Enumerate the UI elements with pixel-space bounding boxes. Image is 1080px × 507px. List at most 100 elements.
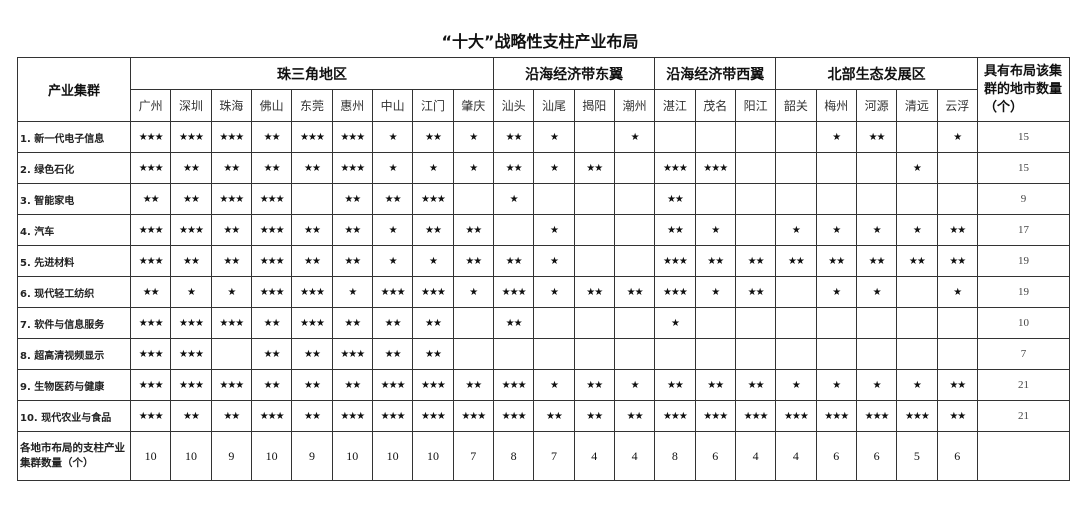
total-count: 10	[412, 431, 454, 481]
star-rating-cell: ★★	[492, 152, 535, 184]
star-rating-cell: ★★	[291, 369, 333, 401]
total-count: 9	[210, 431, 252, 481]
star-rating-cell: ★★★	[129, 338, 172, 370]
city-count: 21	[977, 400, 1070, 432]
star-rating-cell: ★★★	[412, 276, 454, 308]
star-rating-cell	[573, 338, 615, 370]
total-count: 10	[250, 431, 293, 481]
star-rating-cell	[896, 121, 938, 153]
star-rating-cell: ★★	[250, 307, 293, 339]
star-rating-cell	[613, 152, 656, 184]
star-rating-cell: ★★★	[654, 245, 696, 277]
cluster-name: 5. 先进材料	[17, 245, 131, 277]
star-rating-cell: ★★	[452, 369, 494, 401]
total-count: 4	[613, 431, 656, 481]
table-row: 2. 绿色石化 ★★★ ★★ ★★ ★★ ★★ ★★★ ★ ★ ★ ★★ ★ ★★ ★★★ ★★★ ★ 15	[17, 152, 1070, 184]
city-header: 佛山	[250, 89, 293, 122]
star-rating-cell	[452, 307, 494, 339]
star-rating-cell: ★★★	[170, 307, 212, 339]
star-rating-cell: ★★★	[170, 121, 212, 153]
star-rating-cell: ★★	[210, 214, 252, 246]
total-count: 4	[573, 431, 615, 481]
star-rating-cell: ★★★	[291, 121, 333, 153]
star-rating-cell: ★	[896, 369, 938, 401]
star-rating-cell	[855, 152, 898, 184]
total-count: 6	[694, 431, 736, 481]
star-rating-cell: ★★★	[170, 214, 212, 246]
star-rating-cell	[492, 338, 535, 370]
star-rating-cell	[613, 307, 656, 339]
star-rating-cell	[896, 276, 938, 308]
city-count: 21	[977, 369, 1070, 401]
star-rating-cell: ★★★	[331, 400, 373, 432]
star-rating-cell: ★★	[129, 183, 172, 215]
table-row: 5. 先进材料 ★★★ ★★ ★★ ★★★ ★★ ★★ ★ ★ ★★ ★★ ★ ★★★ ★★ ★★ ★★ ★★ ★…	[17, 245, 1070, 277]
star-rating-cell: ★★	[331, 183, 373, 215]
star-rating-cell: ★	[654, 307, 696, 339]
star-rating-cell	[613, 183, 656, 215]
star-rating-cell: ★★★	[291, 276, 333, 308]
star-rating-cell: ★★★	[250, 214, 293, 246]
star-rating-cell	[815, 183, 857, 215]
star-rating-cell: ★★★	[129, 121, 172, 153]
star-rating-cell: ★	[815, 276, 857, 308]
star-rating-cell: ★★	[734, 276, 777, 308]
star-rating-cell	[734, 338, 777, 370]
star-rating-cell: ★★★	[250, 183, 293, 215]
star-rating-cell: ★★★	[250, 245, 293, 277]
star-rating-cell: ★★	[936, 245, 979, 277]
city-header-row: 广州 深圳 珠海 佛山 东莞 惠州 中山 江门 肇庆 汕头 汕尾 揭阳 潮州 湛江 茂名 阳江 韶关 梅州 河源 清远…	[18, 89, 1070, 122]
city-count: 17	[977, 214, 1070, 246]
total-count: 8	[492, 431, 535, 481]
star-rating-cell: ★★★	[654, 152, 696, 184]
star-rating-cell	[734, 307, 777, 339]
industry-layout-table: 产业集群 珠三角地区 沿海经济带东翼 沿海经济带西翼 北部生态发展区 具有布局该集群的地…	[17, 57, 1070, 481]
table-row: 4. 汽车 ★★★ ★★★ ★★ ★★★ ★★ ★★ ★ ★★ ★★ ★ ★★ ★ ★ ★ ★ ★ ★★ 17	[17, 214, 1070, 246]
city-header: 湛江	[654, 89, 696, 122]
star-rating-cell	[734, 214, 777, 246]
star-rating-cell	[613, 338, 656, 370]
star-rating-cell: ★	[855, 214, 898, 246]
star-rating-cell	[936, 183, 979, 215]
star-rating-cell: ★★★	[371, 369, 414, 401]
star-rating-cell: ★★	[291, 338, 333, 370]
star-rating-cell	[573, 121, 615, 153]
star-rating-cell: ★★	[775, 245, 817, 277]
star-rating-cell: ★	[855, 276, 898, 308]
cluster-name: 4. 汽车	[17, 214, 131, 246]
total-count: 5	[896, 431, 938, 481]
star-rating-cell: ★★★	[775, 400, 817, 432]
city-header: 云浮	[936, 89, 979, 122]
star-rating-cell: ★★★	[331, 338, 373, 370]
city-header: 河源	[855, 89, 898, 122]
star-rating-cell: ★	[936, 276, 979, 308]
star-rating-cell	[533, 338, 575, 370]
star-rating-cell: ★★★	[170, 338, 212, 370]
star-rating-cell: ★	[533, 245, 575, 277]
star-rating-cell: ★★	[613, 400, 656, 432]
star-rating-cell: ★★★	[210, 369, 252, 401]
totals-label: 各地市布局的支柱产业集群数量（个）	[17, 431, 131, 481]
total-count: 6	[936, 431, 979, 481]
star-rating-cell: ★★★	[371, 400, 414, 432]
star-rating-cell: ★★★	[815, 400, 857, 432]
table-row: 8. 超高清视频显示 ★★★ ★★★ ★★ ★★ ★★★ ★★ ★★ 7	[17, 338, 1070, 370]
total-count: 7	[452, 431, 494, 481]
star-rating-cell: ★★	[654, 369, 696, 401]
total-count: 4	[734, 431, 777, 481]
star-rating-cell: ★★	[654, 214, 696, 246]
star-rating-cell	[734, 121, 777, 153]
star-rating-cell: ★★	[412, 338, 454, 370]
city-header: 潮州	[613, 89, 656, 122]
star-rating-cell: ★	[371, 245, 414, 277]
star-rating-cell	[694, 183, 736, 215]
city-header: 江门	[412, 89, 454, 122]
empty-cell	[977, 431, 1070, 481]
star-rating-cell	[452, 183, 494, 215]
star-rating-cell: ★	[936, 121, 979, 153]
star-rating-cell: ★	[896, 214, 938, 246]
region-header: 沿海经济带西翼	[654, 57, 777, 90]
star-rating-cell	[734, 183, 777, 215]
star-rating-cell: ★★★	[896, 400, 938, 432]
star-rating-cell	[775, 276, 817, 308]
